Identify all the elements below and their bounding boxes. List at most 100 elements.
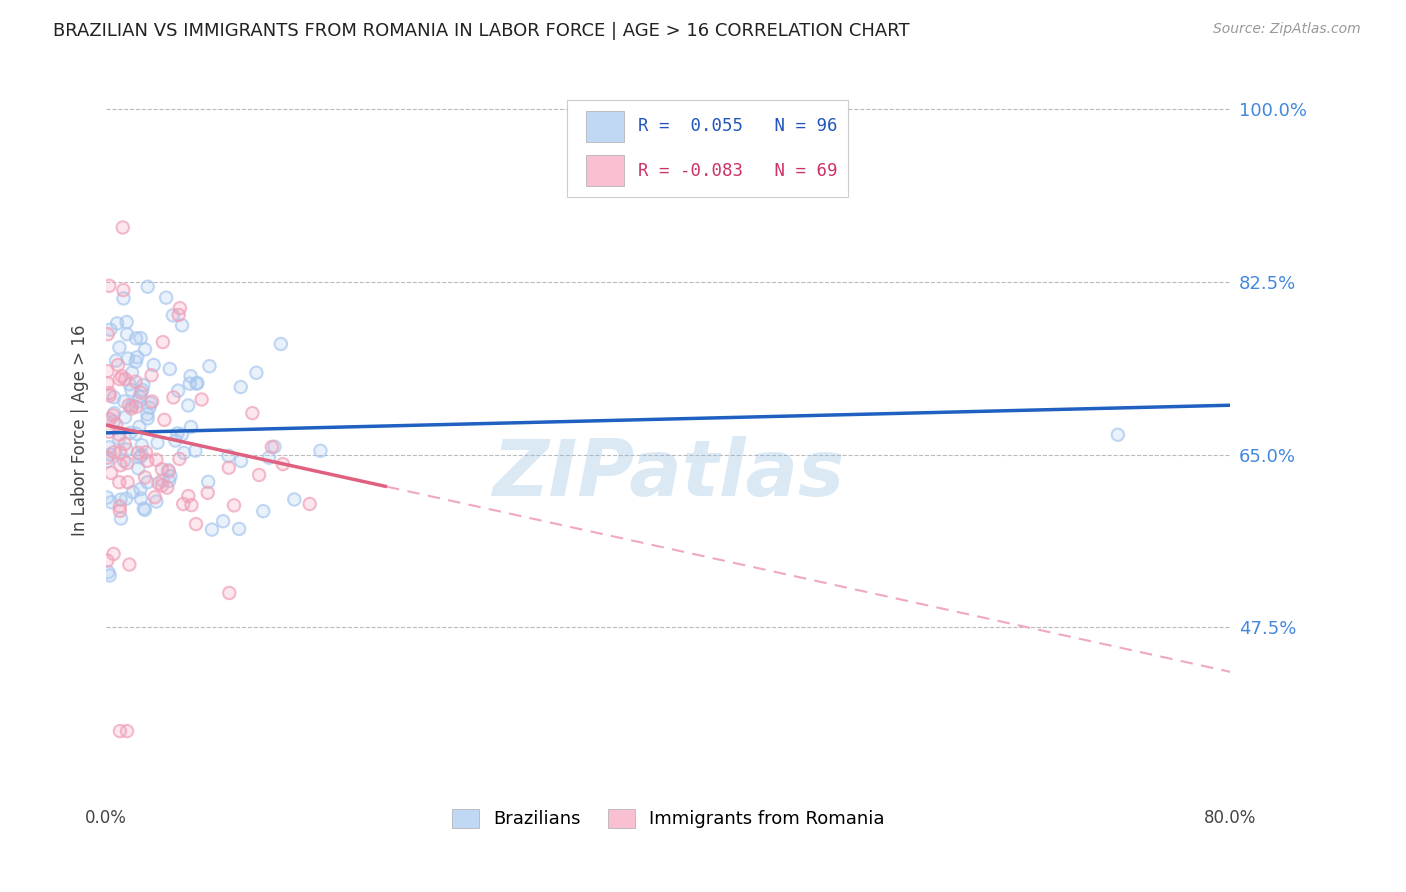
Point bbox=[218, 586, 240, 600]
Point bbox=[103, 445, 125, 459]
Point bbox=[112, 454, 135, 468]
Point bbox=[150, 462, 173, 476]
Point bbox=[145, 452, 167, 467]
Point bbox=[132, 378, 155, 392]
Point bbox=[118, 377, 141, 392]
Point bbox=[165, 434, 187, 448]
Point bbox=[114, 410, 136, 425]
Point bbox=[157, 463, 180, 477]
Point bbox=[136, 279, 159, 293]
Point bbox=[184, 443, 207, 458]
Point bbox=[108, 500, 131, 514]
Point bbox=[141, 394, 163, 409]
Point bbox=[98, 412, 121, 426]
Point bbox=[229, 380, 252, 394]
Point bbox=[141, 394, 163, 409]
Point bbox=[122, 485, 145, 500]
Point bbox=[170, 427, 193, 442]
Point bbox=[242, 406, 264, 420]
Point bbox=[148, 476, 170, 491]
Point bbox=[111, 220, 134, 235]
Point bbox=[134, 343, 156, 357]
Point bbox=[263, 440, 285, 454]
Point bbox=[136, 475, 159, 490]
Point bbox=[229, 380, 252, 394]
Point bbox=[142, 358, 165, 372]
Point bbox=[157, 464, 180, 478]
Point bbox=[115, 491, 138, 506]
Point bbox=[141, 368, 163, 383]
Point bbox=[157, 464, 180, 478]
Point bbox=[98, 389, 121, 403]
Point bbox=[162, 309, 184, 323]
Point bbox=[103, 390, 125, 404]
Point bbox=[159, 469, 181, 483]
Point bbox=[152, 474, 174, 488]
Point bbox=[173, 446, 195, 460]
Point bbox=[114, 372, 136, 386]
Point bbox=[131, 448, 153, 462]
Point bbox=[131, 438, 153, 452]
Point bbox=[198, 359, 221, 374]
Point bbox=[103, 445, 125, 459]
Point bbox=[115, 724, 138, 739]
Point bbox=[136, 454, 159, 468]
Point bbox=[135, 445, 157, 459]
Point bbox=[190, 392, 212, 407]
Point bbox=[167, 384, 190, 398]
Point bbox=[166, 426, 188, 441]
Point bbox=[132, 378, 155, 392]
Point bbox=[155, 291, 177, 305]
Point bbox=[100, 466, 122, 480]
Point bbox=[141, 368, 163, 383]
Point bbox=[108, 500, 131, 514]
Point bbox=[184, 443, 207, 458]
Point bbox=[125, 395, 148, 409]
Point bbox=[298, 497, 321, 511]
Point bbox=[108, 475, 131, 490]
Point bbox=[114, 437, 136, 451]
Point bbox=[125, 400, 148, 414]
Text: R = -0.083   N = 69: R = -0.083 N = 69 bbox=[638, 161, 837, 179]
Point bbox=[263, 440, 285, 454]
Point bbox=[228, 522, 250, 536]
Point bbox=[121, 366, 143, 380]
Point bbox=[218, 460, 240, 475]
Point bbox=[136, 454, 159, 468]
Point bbox=[114, 372, 136, 386]
Point bbox=[179, 376, 201, 391]
Point bbox=[121, 383, 143, 397]
Point bbox=[139, 396, 162, 410]
Point bbox=[97, 565, 120, 579]
Point bbox=[143, 490, 166, 504]
Point bbox=[121, 383, 143, 397]
Point bbox=[172, 497, 194, 511]
Point bbox=[96, 454, 118, 468]
Point bbox=[150, 462, 173, 476]
Point bbox=[115, 442, 138, 457]
Point bbox=[150, 478, 173, 492]
Point bbox=[117, 351, 139, 366]
Point bbox=[134, 503, 156, 517]
Point bbox=[156, 481, 179, 495]
Point bbox=[124, 375, 146, 389]
Point bbox=[129, 331, 152, 345]
Point bbox=[98, 386, 121, 401]
Point bbox=[110, 458, 132, 473]
Point bbox=[152, 334, 174, 349]
Point bbox=[146, 435, 169, 450]
Point bbox=[98, 568, 121, 582]
Point bbox=[114, 437, 136, 451]
Point bbox=[131, 448, 153, 462]
Point bbox=[108, 427, 131, 442]
Point bbox=[129, 331, 152, 345]
Point bbox=[166, 426, 188, 441]
Point bbox=[136, 411, 159, 425]
Point bbox=[179, 376, 201, 391]
Point bbox=[97, 425, 120, 439]
Point bbox=[165, 434, 187, 448]
Point bbox=[127, 446, 149, 460]
Point bbox=[170, 427, 193, 442]
Point bbox=[169, 452, 191, 467]
Point bbox=[98, 323, 121, 337]
